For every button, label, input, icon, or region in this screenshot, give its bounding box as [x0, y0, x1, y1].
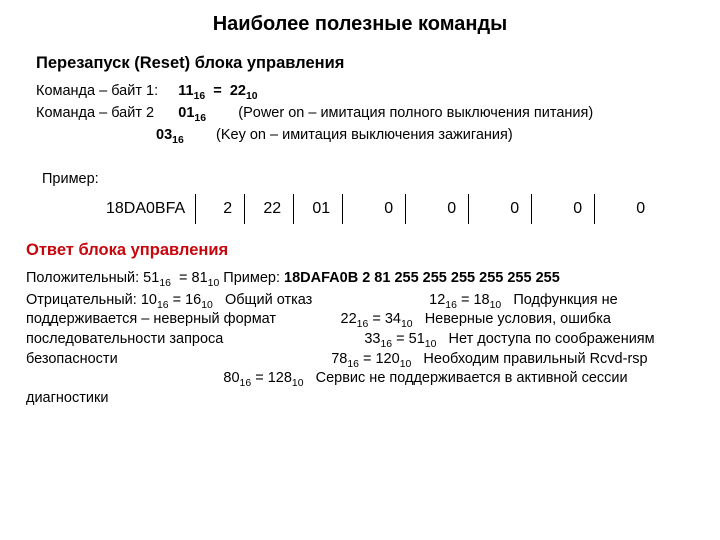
reset-byte1-hex: 11: [178, 83, 193, 99]
response-negative-block: Отрицательный: 1016 = 1610 Общий отказ 1…: [26, 291, 694, 408]
positive-dec: 81: [192, 270, 208, 286]
reset-byte1-dec: 22: [230, 83, 246, 99]
packet-cell: 01: [294, 194, 343, 224]
neg4-hex: 33: [364, 331, 380, 347]
positive-label: Положительный:: [26, 270, 139, 286]
neg5-dec: 120: [375, 351, 399, 367]
response-heading: Ответ блока управления: [26, 240, 694, 261]
page-title: Наиболее полезные команды: [26, 12, 694, 37]
packet-cell: 2: [196, 194, 245, 224]
positive-ex-packet: 18DAFA0B 2 81 255 255 255 255 255 255: [284, 270, 560, 286]
neg4-dec: 51: [409, 331, 425, 347]
reset-byte1-eq: =: [213, 83, 221, 99]
neg6-hex: 80: [223, 370, 239, 386]
reset-opt2-desc: (Key on – имитация выключения зажигания): [216, 127, 513, 143]
negative-label: Отрицательный:: [26, 292, 137, 308]
reset-opt1-desc: (Power on – имитация полного выключения …: [238, 105, 593, 121]
packet-cell: 0: [406, 194, 469, 224]
packet-cell: 0: [469, 194, 532, 224]
neg5-hex: 78: [331, 351, 347, 367]
reset-opt1-hex: 01: [178, 105, 194, 121]
reset-example-label: Пример:: [42, 170, 694, 188]
neg5-desc: Необходим правильный Rcvd-rsp: [423, 351, 647, 367]
neg1-hex: 10: [141, 292, 157, 308]
reset-byte2-line2: 0316 (Key on – имитация выключения зажиг…: [156, 126, 694, 144]
neg1-desc: Общий отказ: [225, 292, 312, 308]
neg1-dec: 16: [185, 292, 201, 308]
reset-heading: Перезапуск (Reset) блока управления: [36, 53, 694, 74]
positive-hex: 51: [143, 270, 159, 286]
reset-byte1-label: Команда – байт 1:: [36, 83, 158, 99]
neg3-dec: 34: [385, 311, 401, 327]
packet-cell: 18DA0BFA: [106, 194, 196, 224]
packet-cell: 0: [595, 194, 657, 224]
packet-cell: 22: [245, 194, 294, 224]
reset-opt2-hex: 03: [156, 127, 172, 143]
packet-cell: 0: [343, 194, 406, 224]
response-positive-line: Положительный: 5116 = 8110 Пример: 18DAF…: [26, 269, 694, 287]
neg2-dec: 18: [473, 292, 489, 308]
reset-byte2-label: Команда – байт 2: [36, 105, 154, 121]
reset-example-packet: 18DA0BFA 2 22 01 0 0 0 0 0: [106, 194, 694, 224]
neg2-hex: 12: [429, 292, 445, 308]
reset-byte1-line: Команда – байт 1: 1116 = 2210: [36, 82, 694, 100]
reset-byte2-line1: Команда – байт 2 0116 (Power on – имитац…: [36, 104, 694, 122]
packet-cell: 0: [532, 194, 595, 224]
positive-ex-label: Пример:: [223, 270, 280, 286]
neg6-desc: Сервис не поддерживается в активной сесс…: [26, 370, 628, 406]
positive-eq: =: [179, 270, 187, 286]
neg3-hex: 22: [341, 311, 357, 327]
neg6-dec: 128: [268, 370, 292, 386]
